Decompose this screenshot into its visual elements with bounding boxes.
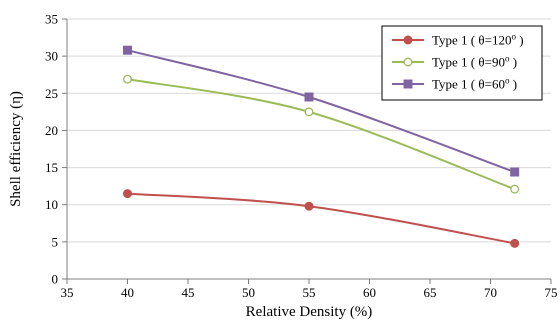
y-axis-title: Shell efficiency (η) xyxy=(8,91,24,207)
x-tick-labels: 35 40 45 50 55 60 65 70 75 xyxy=(61,285,558,300)
legend-label-3-end: ) xyxy=(509,77,517,92)
series-layer xyxy=(123,45,520,248)
legend-label-3-main: Type 1 ( θ=60 xyxy=(432,77,505,92)
x-tick-label-50: 50 xyxy=(242,285,255,300)
series-1-line xyxy=(127,192,515,245)
x-tick-label-60: 60 xyxy=(363,285,376,300)
legend-label-2-end: ) xyxy=(509,55,517,70)
x-tick-label-70: 70 xyxy=(484,285,497,300)
legend-label-1: Type 1 ( θ=120o ) xyxy=(432,32,524,48)
series-1-point-2 xyxy=(304,201,314,211)
x-tick-label-40: 40 xyxy=(121,285,134,300)
series-3 xyxy=(123,45,520,177)
x-tick-label-55: 55 xyxy=(303,285,316,300)
series-3-point-3 xyxy=(510,167,520,177)
series-3-point-1 xyxy=(123,45,132,55)
x-tick-label-65: 65 xyxy=(424,285,437,300)
y-tick-label-0: 0 xyxy=(52,272,59,287)
legend-label-2-main: Type 1 ( θ=90 xyxy=(432,55,505,70)
x-tick-label-45: 45 xyxy=(182,285,195,300)
legend-label-1-end: ) xyxy=(516,33,524,48)
y-tick-label-35: 35 xyxy=(45,12,58,27)
series-2-point-2 xyxy=(304,107,314,117)
series-1-point-1 xyxy=(123,189,132,199)
legend-marker-2 xyxy=(403,57,413,67)
legend-label-2: Type 1 ( θ=90o ) xyxy=(432,54,517,70)
series-3-point-2 xyxy=(304,92,314,102)
legend-label-3-sup: o xyxy=(505,76,510,86)
y-tick-labels: 0 5 10 15 20 25 30 35 xyxy=(45,12,58,287)
legend-label-3: Type 1 ( θ=60o ) xyxy=(432,76,517,92)
series-2-point-3 xyxy=(510,184,520,194)
y-tick-label-20: 20 xyxy=(45,123,58,138)
legend-marker-1 xyxy=(403,35,413,45)
y-tick-label-15: 15 xyxy=(45,160,58,175)
legend-label-1-sup: o xyxy=(511,32,516,42)
series-2 xyxy=(123,74,520,194)
y-tick-label-30: 30 xyxy=(45,49,58,64)
legend-label-2-sup: o xyxy=(505,54,510,64)
series-1 xyxy=(123,189,520,248)
x-axis-title: Relative Density (%) xyxy=(246,304,373,320)
y-tick-label-10: 10 xyxy=(45,197,58,212)
y-tick-label-25: 25 xyxy=(45,86,58,101)
series-2-point-1 xyxy=(123,74,132,84)
legend-label-1-main: Type 1 ( θ=120 xyxy=(432,33,511,48)
x-tick-label-75: 75 xyxy=(545,285,558,300)
axes xyxy=(62,18,552,284)
legend: Type 1 ( θ=120o )Type 1 ( θ=90o )Type 1 … xyxy=(381,25,543,101)
x-tick-label-35: 35 xyxy=(61,285,74,300)
series-1-point-3 xyxy=(510,238,520,248)
legend-marker-3 xyxy=(403,79,413,89)
y-tick-label-5: 5 xyxy=(52,234,59,249)
